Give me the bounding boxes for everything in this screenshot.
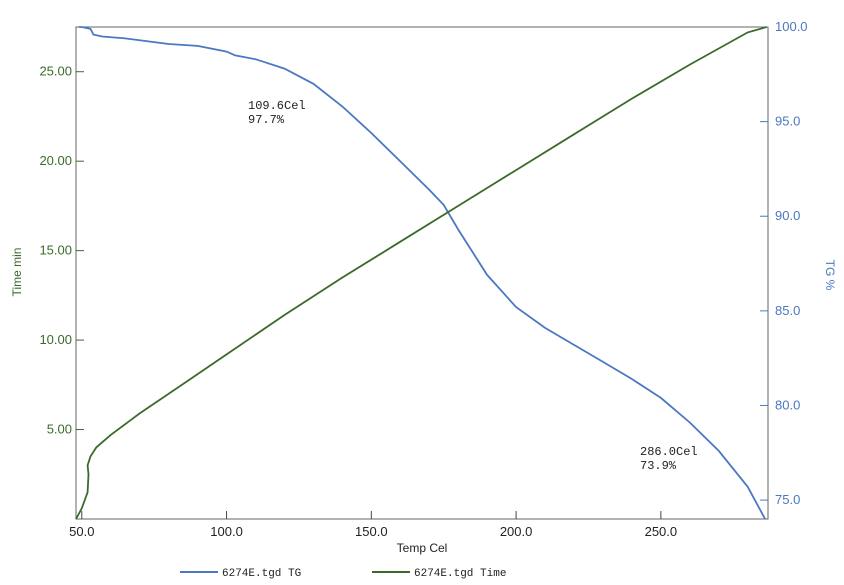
- bottom-tick-label: 200.0: [500, 524, 533, 539]
- right-tick-label: 80.0: [775, 397, 800, 412]
- right-tick-label: 100.0: [775, 19, 808, 34]
- left-tick-label: 15.00: [39, 243, 72, 258]
- right-tick-label: 85.0: [775, 303, 800, 318]
- legend-time-label: 6274E.tgd Time: [414, 568, 506, 580]
- annotation-1-temp: 109.6Cel: [248, 99, 306, 113]
- plot-frame: [75, 26, 769, 520]
- bottom-tick-label: 100.0: [210, 524, 243, 539]
- left-axis-title: Time min: [10, 248, 24, 297]
- right-tick-label: 95.0: [775, 114, 800, 129]
- legend-tg-label: 6274E.tgd TG: [222, 568, 301, 580]
- bottom-tick-label: 250.0: [645, 524, 678, 539]
- left-tick-label: 20.00: [39, 153, 72, 168]
- bottom-tick-label: 150.0: [355, 524, 388, 539]
- left-tick-label: 5.00: [47, 422, 72, 437]
- right-axis-ticks: 75.0 80.0 85.0 90.0 95.0 100.0: [760, 19, 808, 507]
- annotation-2-pct: 73.9%: [640, 459, 677, 473]
- left-tick-label: 25.00: [39, 64, 72, 79]
- bottom-axis-ticks: 50.0 100.0 150.0 200.0 250.0: [69, 511, 677, 539]
- legend: 6274E.tgd TG 6274E.tgd Time: [180, 568, 506, 580]
- annotation-2-temp: 286.0Cel: [640, 445, 698, 459]
- right-tick-label: 75.0: [775, 492, 800, 507]
- annotation-1-pct: 97.7%: [248, 113, 285, 127]
- tg-series-line: [78, 26, 766, 520]
- right-tick-label: 90.0: [775, 208, 800, 223]
- time-series-line: [75, 26, 767, 520]
- right-axis-title: TG %: [823, 260, 837, 291]
- left-tick-label: 10.00: [39, 332, 72, 347]
- left-axis-ticks: 5.00 10.00 15.00 20.00 25.00: [39, 64, 84, 437]
- x-axis-title: Temp Cel: [397, 541, 448, 555]
- bottom-tick-label: 50.0: [69, 524, 94, 539]
